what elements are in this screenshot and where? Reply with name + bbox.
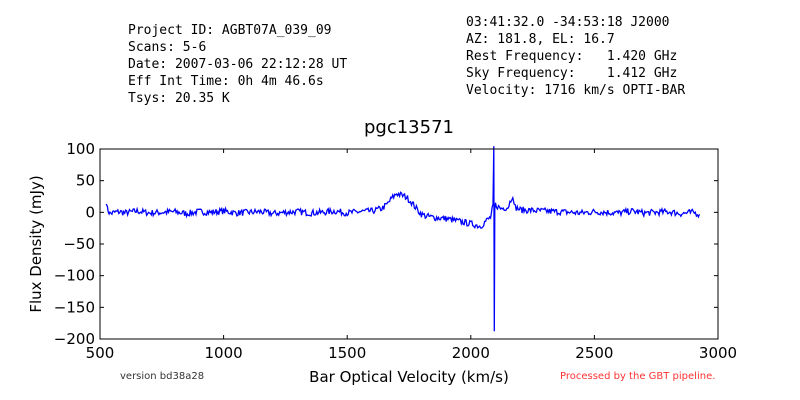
y-tick-label-0: 0 <box>85 203 95 221</box>
plot-frame <box>99 148 719 340</box>
chart-title: pgc13571 <box>364 117 454 138</box>
y-tick-label-100: 100 <box>66 140 95 158</box>
x-tick-label-2500: 2500 <box>575 344 613 362</box>
x-tick-label-500: 500 <box>86 344 115 362</box>
pipeline-label: Processed by the GBT pipeline. <box>560 371 716 382</box>
header-velocity: Velocity: 1716 km/s OPTI-BAR <box>466 83 686 98</box>
x-tick-label-2000: 2000 <box>452 344 490 362</box>
y-tick-label--150: −150 <box>54 298 95 316</box>
y-tick-label-50: 50 <box>76 172 95 190</box>
header-date: Date: 2007-03-06 22:12:28 UT <box>128 57 348 72</box>
header-az-el: AZ: 181.8, EL: 16.7 <box>466 32 615 47</box>
y-axis-label: Flux Density (mJy) <box>27 175 45 312</box>
y-tick-label--200: −200 <box>54 330 95 348</box>
x-tick-label-3000: 3000 <box>699 344 737 362</box>
x-tick-label-1000: 1000 <box>205 344 243 362</box>
x-axis-label: Bar Optical Velocity (km/s) <box>309 368 509 386</box>
y-tick-label--100: −100 <box>54 267 95 285</box>
header-coordinates: 03:41:32.0 -34:53:18 J2000 <box>466 15 670 30</box>
x-tick-label-1500: 1500 <box>328 344 366 362</box>
header-tsys: Tsys: 20.35 K <box>128 91 230 106</box>
header-sky-frequency: Sky Frequency: 1.412 GHz <box>466 66 678 81</box>
header-scans: Scans: 5-6 <box>128 40 207 55</box>
series-line-0 <box>105 146 701 332</box>
header-rest-frequency: Rest Frequency: 1.420 GHz <box>466 49 678 64</box>
y-tick-label--50: −50 <box>63 235 95 253</box>
header-project-id: Project ID: AGBT07A_039_09 <box>128 23 332 38</box>
version-label: version bd38a28 <box>120 371 205 382</box>
header-int-time: Eff Int Time: 0h 4m 46.6s <box>128 74 324 89</box>
